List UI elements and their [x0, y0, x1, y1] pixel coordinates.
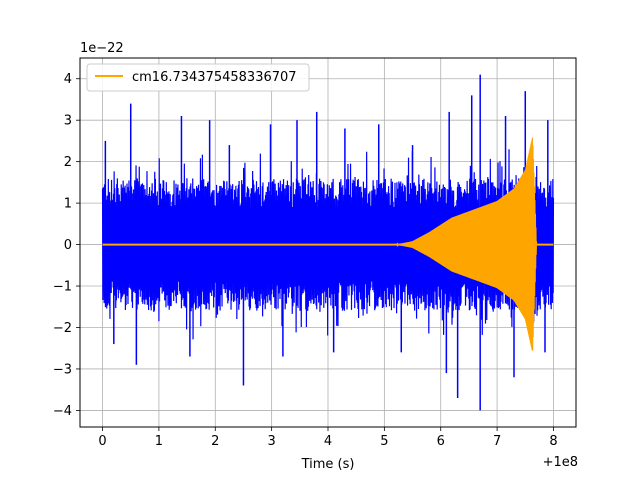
- plot-area: [101, 74, 555, 411]
- x-tick-label: 6: [437, 434, 445, 449]
- y-tick-label: 2: [64, 155, 72, 170]
- y-tick-label: −4: [53, 404, 72, 419]
- x-tick-label: 2: [211, 434, 219, 449]
- y-scale-label: 1e−22: [80, 41, 124, 56]
- legend: cm16.734375458336707: [86, 63, 310, 92]
- y-tick-label: 0: [64, 238, 72, 253]
- x-tick-label: 8: [549, 434, 557, 449]
- y-tick-label: 4: [64, 72, 72, 87]
- x-tick-label: 7: [493, 434, 501, 449]
- x-axis-label: Time (s): [301, 457, 355, 472]
- x-offset-label: +1e8: [543, 455, 578, 470]
- y-tick-label: −1: [53, 280, 72, 295]
- y-tick-label: −3: [53, 362, 72, 377]
- y-tick-label: −2: [53, 321, 72, 336]
- x-tick-label: 1: [155, 434, 163, 449]
- axis-ticks: 0 1 2 3 4 5 6 7 8 −4 −3 −2 −1 0 1 2 3 4: [53, 72, 558, 449]
- y-tick-label: 3: [64, 114, 72, 129]
- x-tick-label: 3: [267, 434, 275, 449]
- x-tick-label: 5: [380, 434, 388, 449]
- x-tick-label: 0: [98, 434, 106, 449]
- y-tick-label: 1: [64, 197, 72, 212]
- legend-label: cm16.734375458336707: [132, 70, 297, 85]
- legend-box: [86, 63, 310, 92]
- x-tick-label: 4: [324, 434, 332, 449]
